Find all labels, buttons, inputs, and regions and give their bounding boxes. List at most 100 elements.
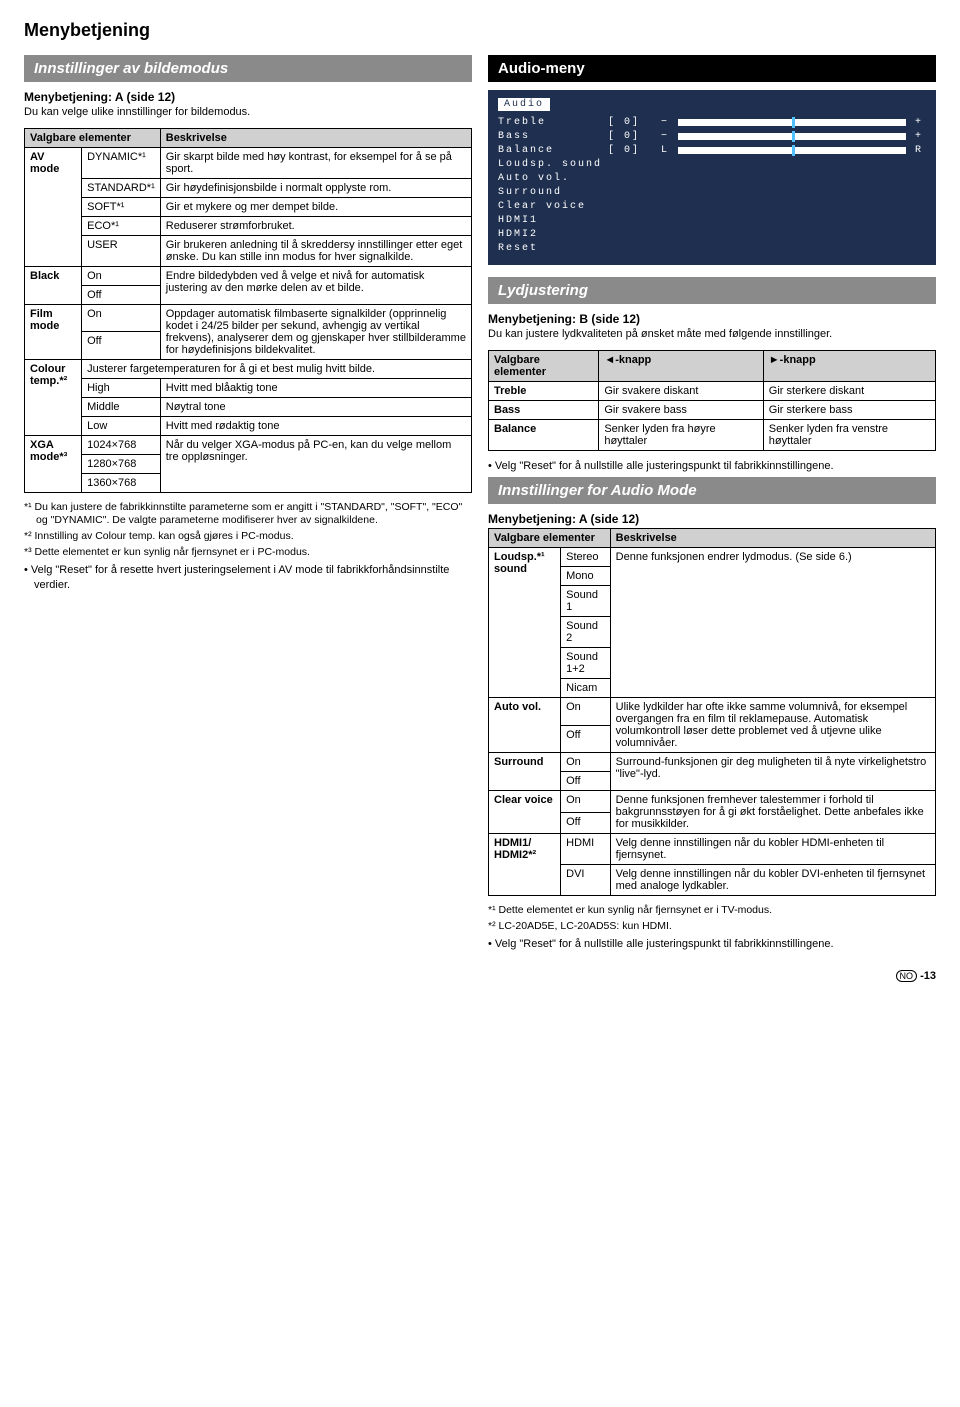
cell: Velg denne innstillingen når du kobler H… [610,834,935,865]
cell: Denne funksjonen endrer lydmodus. (Se si… [610,548,935,698]
cell: 1360×768 [82,473,161,492]
cell: 1024×768 [82,435,161,454]
footnote: *² Innstilling av Colour temp. kan også … [24,530,472,544]
footnote: *¹ Du kan justere de fabrikkinnstilte pa… [24,501,472,528]
cell: SOFT*¹ [82,197,161,216]
cell: Clear voice [489,791,561,834]
osd-row: Loudsp. sound [498,157,926,171]
th: ◄-knapp [599,350,763,381]
cell: Nøytral tone [160,397,471,416]
cell: Bass [489,400,599,419]
cell: Off [561,772,611,791]
bullet-audiomode: • Velg "Reset" for å nullstille alle jus… [488,937,936,951]
cell: Off [561,812,611,834]
section-bar-audio: Audio-meny [488,55,936,82]
osd-row: HDMI2 [498,227,926,241]
th-valgbare: Valgbare elementer [25,128,161,147]
cell: Low [82,416,161,435]
cell: XGA mode*³ [25,435,82,492]
two-column-layout: Innstillinger av bildemodus Menybetjenin… [24,55,936,956]
cell: On [561,753,611,772]
cell: Gir svakere bass [599,400,763,419]
cell: Reduserer strømforbruket. [160,216,471,235]
lang-badge: NO [896,970,918,982]
page-title: Menybetjening [24,20,936,41]
osd-row: Treble[ 0]−+ [498,115,926,129]
cell: USER [82,235,161,266]
cell: Surround [489,753,561,791]
intro-lyd: Du kan justere lydkvaliteten på ønsket m… [488,328,936,342]
cell: On [561,791,611,813]
th-beskrivelse: Beskrivelse [160,128,471,147]
cell: Surround-funksjonen gir deg muligheten t… [610,753,935,791]
cell: Off [82,332,161,360]
cell: Gir sterkere bass [763,400,935,419]
cell: Balance [489,419,599,450]
bullet-lyd: • Velg "Reset" for å nullstille alle jus… [488,459,936,473]
cell: Stereo [561,548,611,567]
th: Valgbare elementer [489,529,611,548]
page-footer: NO -13 [24,970,936,982]
cell: Hvitt med blåaktig tone [160,378,471,397]
cell: Denne funksjonen fremhever talestemmer i… [610,791,935,834]
cell: STANDARD*¹ [82,178,161,197]
osd-audio-menu: Audio Treble[ 0]−+Bass[ 0]−+Balance[ 0]L… [488,90,936,265]
th: ►-knapp [763,350,935,381]
intro-left: Du kan velge ulike innstillinger for bil… [24,106,472,120]
cell: Gir sterkere diskant [763,381,935,400]
cell: Sound 1+2 [561,648,611,679]
osd-row: Reset [498,241,926,255]
cell: Loudsp.*¹ sound [489,548,561,698]
osd-title: Audio [498,98,550,111]
osd-row: HDMI1 [498,213,926,227]
table-header-row: Valgbare elementer Beskrivelse [25,128,472,147]
footnote: *² LC-20AD5E, LC-20AD5S: kun HDMI. [488,920,936,934]
cell: 1280×768 [82,454,161,473]
left-column: Innstillinger av bildemodus Menybetjenin… [24,55,472,956]
subheading-lyd: Menybetjening: B (side 12) [488,312,936,326]
footnotes-audiomode: *¹ Dette elementet er kun synlig når fje… [488,904,936,933]
cell: Treble [489,381,599,400]
cell: AV mode [25,147,82,266]
cell: Endre bildedybden ved å velge et nivå fo… [160,266,471,304]
table-audiomode: Valgbare elementer Beskrivelse Loudsp.*¹… [488,528,936,896]
footnote: *¹ Dette elementet er kun synlig når fje… [488,904,936,918]
cell: Nicam [561,679,611,698]
cell: DVI [561,865,611,896]
th: Valgbare elementer [489,350,599,381]
cell: HDMI1/ HDMI2*² [489,834,561,896]
section-bar-bildemodus: Innstillinger av bildemodus [24,55,472,82]
cell: Sound 1 [561,586,611,617]
footnotes-left: *¹ Du kan justere de fabrikkinnstilte pa… [24,501,472,560]
cell: On [82,304,161,332]
osd-row: Bass[ 0]−+ [498,129,926,143]
cell: Black [25,266,82,304]
cell: Velg denne innstillingen når du kobler D… [610,865,935,896]
cell: Justerer fargetemperaturen for å gi et b… [82,359,472,378]
cell: Gir et mykere og mer dempet bilde. [160,197,471,216]
page-number: -13 [920,970,936,982]
cell: Auto vol. [489,698,561,753]
cell: Gir brukeren anledning til å skreddersy … [160,235,471,266]
cell: ECO*¹ [82,216,161,235]
table-lydjustering: Valgbare elementer ◄-knapp ►-knapp Trebl… [488,350,936,451]
cell: Hvitt med rødaktig tone [160,416,471,435]
cell: Mono [561,567,611,586]
cell: Middle [82,397,161,416]
th: Beskrivelse [610,529,935,548]
cell: Off [82,285,161,304]
subheading-left: Menybetjening: A (side 12) [24,90,472,104]
osd-row: Clear voice [498,199,926,213]
section-bar-lydjustering: Lydjustering [488,277,936,304]
cell: High [82,378,161,397]
cell: Off [561,725,611,753]
subheading-audiomode: Menybetjening: A (side 12) [488,512,936,526]
footnote: *³ Dette elementet er kun synlig når fje… [24,546,472,560]
cell: Colour temp.*² [25,359,82,435]
cell: Ulike lydkilder har ofte ikke samme volu… [610,698,935,753]
cell: On [561,698,611,726]
cell: Senker lyden fra venstre høyttaler [763,419,935,450]
cell: DYNAMIC*¹ [82,147,161,178]
cell: Gir høydefinisjonsbilde i normalt opplys… [160,178,471,197]
cell: On [82,266,161,285]
